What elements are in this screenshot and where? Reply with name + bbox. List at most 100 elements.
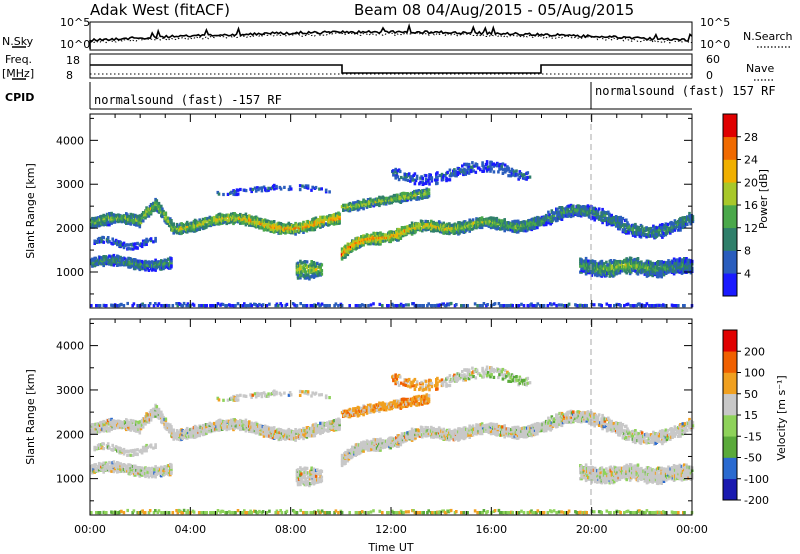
data-cell (139, 221, 143, 225)
data-cell (623, 223, 627, 227)
data-cell (171, 304, 175, 308)
colorbar-tick-label: 4 (744, 267, 751, 280)
data-cell (302, 220, 305, 224)
data-cell (222, 216, 225, 220)
data-cell (325, 304, 329, 308)
data-cell (108, 254, 111, 258)
data-cell (105, 217, 109, 221)
data-cell (528, 218, 531, 223)
data-cell (226, 192, 230, 196)
data-cell (636, 257, 640, 261)
data-cell (138, 222, 142, 226)
data-cell (427, 302, 430, 306)
data-cell (145, 260, 148, 264)
data-cell (419, 180, 422, 184)
data-cell (279, 187, 283, 191)
data-cell (234, 216, 238, 220)
data-cell (344, 208, 347, 212)
data-cell (511, 304, 514, 308)
data-cell (261, 303, 265, 307)
data-cell (285, 302, 289, 306)
data-cell (552, 302, 556, 306)
data-cell (185, 220, 189, 224)
data-cell (436, 171, 439, 175)
data-cell (337, 304, 340, 308)
data-cell (294, 232, 297, 236)
data-cell (100, 216, 103, 220)
data-cell (164, 417, 168, 421)
data-cell (320, 263, 324, 267)
data-cell (422, 227, 425, 231)
data-cell (503, 218, 506, 222)
data-cell (475, 163, 479, 167)
colorbar-swatch (723, 136, 737, 160)
data-cell (410, 232, 414, 236)
freq-label-bottom: [MHz] (2, 67, 34, 80)
data-cell (354, 201, 357, 205)
data-cell (421, 192, 424, 196)
data-cell (105, 304, 108, 308)
data-cell (334, 302, 338, 306)
data-cell (332, 222, 336, 226)
data-cell (311, 185, 314, 189)
data-cell (471, 218, 475, 222)
data-cell (503, 229, 506, 233)
data-cell (394, 167, 397, 171)
data-cell (225, 221, 228, 226)
data-cell (344, 253, 347, 257)
data-cell (289, 187, 293, 191)
data-cell (560, 303, 563, 307)
data-cell (633, 257, 636, 262)
data-cell (445, 231, 449, 235)
data-cell (314, 185, 318, 190)
data-cell (492, 170, 496, 174)
data-cell (346, 252, 350, 257)
data-cell (272, 220, 276, 224)
data-cell (355, 246, 359, 250)
data-cell (373, 235, 377, 239)
data-cell (288, 185, 292, 189)
data-cell (528, 175, 532, 179)
data-cell (521, 227, 524, 231)
data-cell (334, 212, 338, 216)
data-cell (157, 302, 161, 306)
data-cell (275, 184, 278, 189)
data-cell (533, 226, 537, 230)
colorbar-swatch (723, 114, 737, 138)
data-cell (316, 261, 319, 265)
freq-tick-bottom: 8 (66, 69, 73, 82)
data-cell (369, 201, 372, 205)
data-cell (123, 260, 127, 265)
data-cell (410, 196, 414, 200)
data-cell (276, 224, 279, 228)
data-cell (244, 223, 248, 227)
data-cell (205, 304, 208, 308)
data-cell (273, 187, 276, 191)
data-cell (321, 218, 324, 222)
data-cell (141, 425, 145, 429)
data-cell (103, 222, 107, 226)
data-cell (426, 220, 430, 224)
data-cell (435, 174, 438, 178)
data-cell (436, 181, 439, 185)
data-cell (352, 203, 355, 207)
data-cell (328, 190, 331, 194)
data-cell (295, 223, 298, 227)
data-cell (683, 216, 687, 220)
data-cell (539, 217, 543, 222)
data-cell (301, 184, 304, 188)
data-cell (458, 231, 461, 235)
data-cell (134, 267, 137, 271)
data-cell (250, 304, 254, 308)
data-cell (683, 304, 686, 308)
data-cell (511, 220, 514, 224)
data-cell (415, 189, 418, 193)
data-cell (427, 194, 431, 198)
data-cell (319, 215, 322, 219)
data-cell (92, 261, 95, 265)
data-cell (513, 219, 517, 223)
data-cell (476, 304, 479, 308)
data-cell (501, 171, 505, 175)
data-cell (200, 304, 203, 308)
